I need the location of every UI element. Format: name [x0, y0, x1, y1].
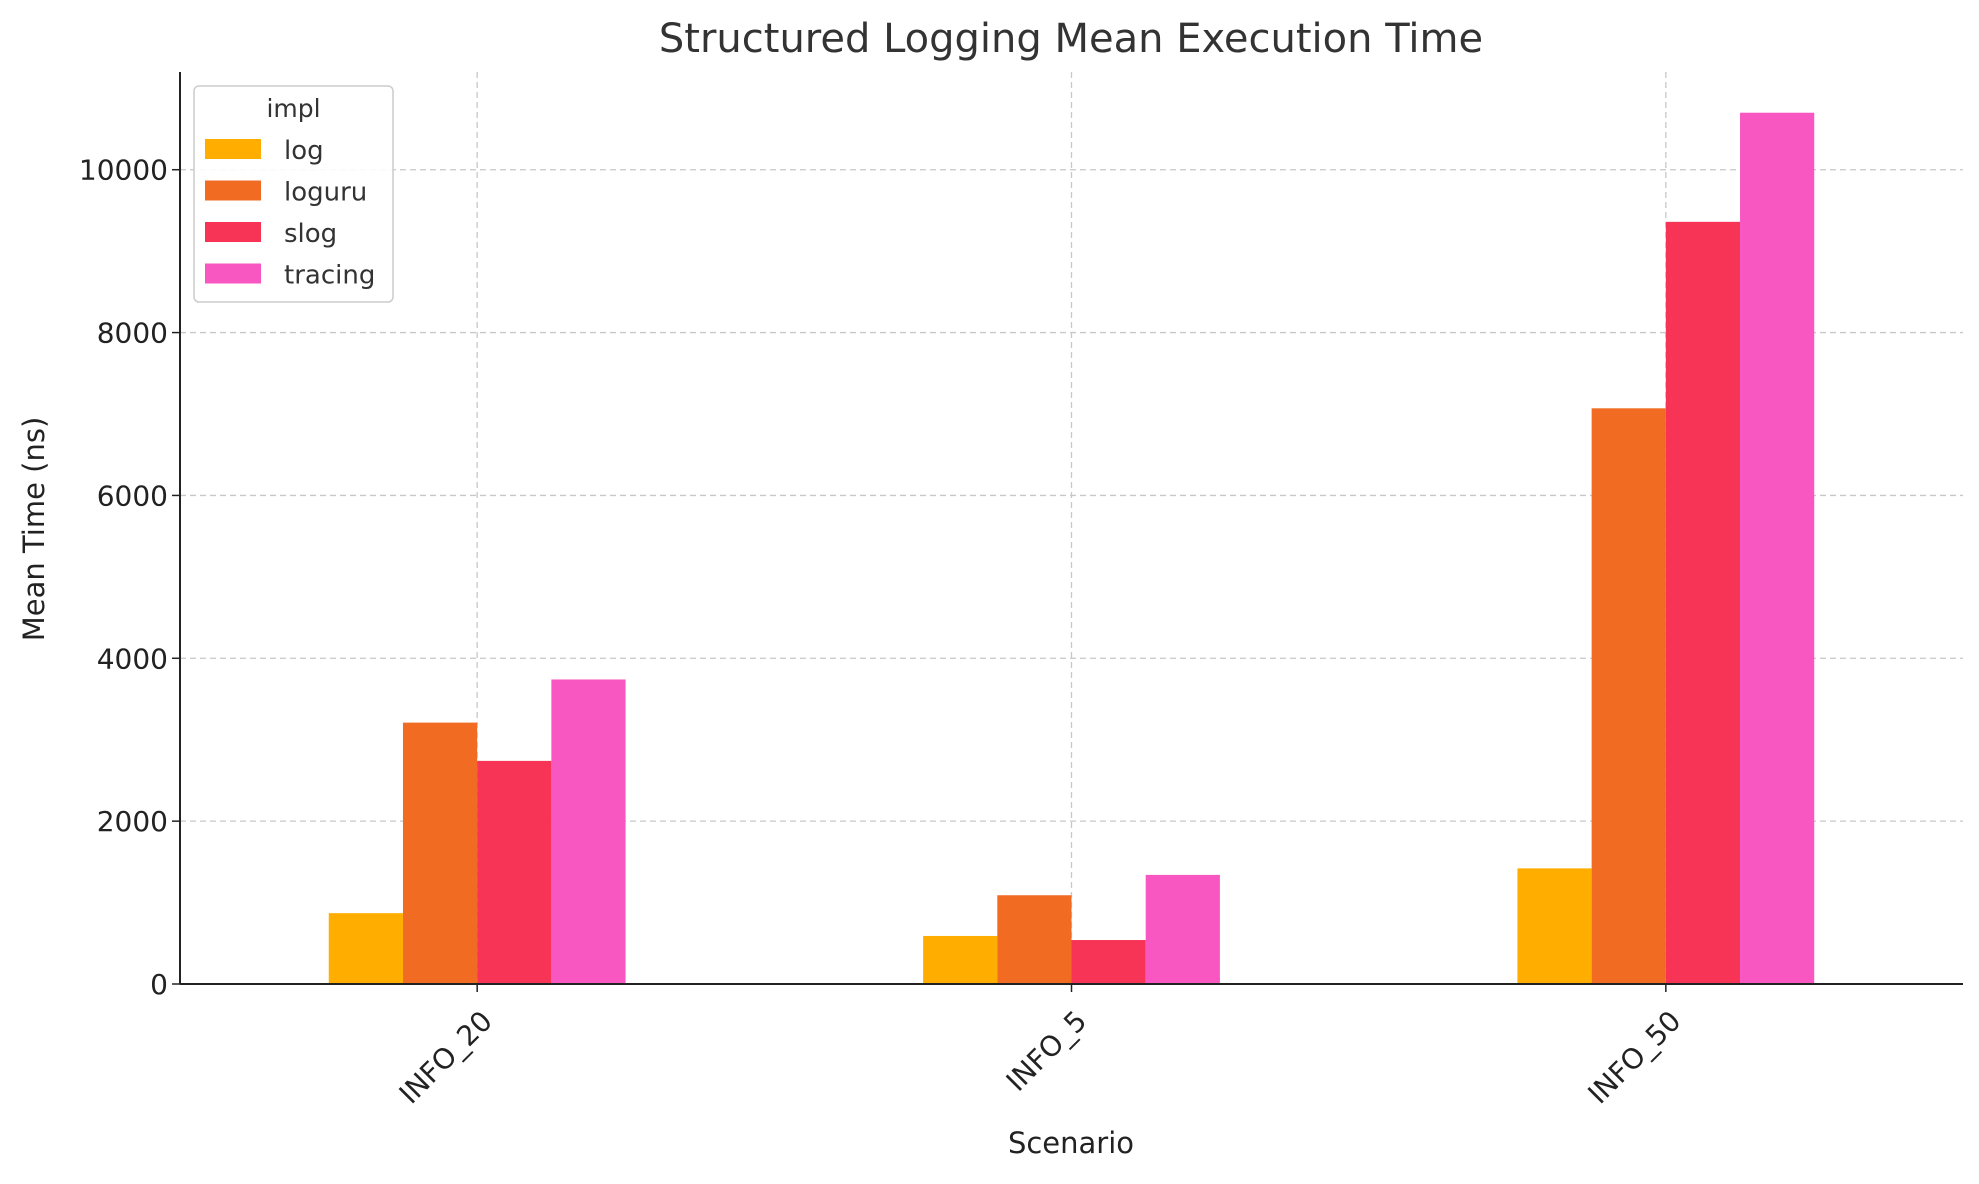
y-axis-label: Mean Time (ns) — [17, 417, 51, 642]
bar-slog-INFO_5 — [1071, 940, 1146, 984]
bar-slog-INFO_20 — [477, 760, 552, 984]
bar-slog-INFO_50 — [1665, 221, 1741, 985]
bar-tracing-INFO_5 — [1145, 874, 1220, 984]
legend-label-loguru: loguru — [284, 178, 367, 208]
legend: impl log loguru slog tracing — [193, 85, 394, 303]
bar-loguru-INFO_5 — [997, 895, 1072, 984]
bar-tracing-INFO_50 — [1740, 112, 1815, 984]
legend-swatch-log — [205, 139, 261, 159]
bar-log-INFO_20 — [328, 913, 403, 984]
legend-label-log: log — [284, 136, 324, 166]
y-tick-label: 8000 — [97, 317, 168, 350]
y-tick-label: 4000 — [97, 642, 168, 675]
legend-items: log loguru slog tracing — [205, 136, 375, 291]
legend-title: impl — [266, 94, 320, 123]
bar-tracing-INFO_20 — [551, 679, 626, 984]
bar-log-INFO_5 — [923, 935, 998, 984]
legend-label-slog: slog — [284, 219, 337, 249]
bar-log-INFO_50 — [1517, 868, 1592, 984]
axes — [172, 72, 1963, 992]
bars — [328, 112, 1815, 985]
legend-swatch-loguru — [205, 180, 261, 201]
x-axis-label: Scenario — [1008, 1126, 1134, 1160]
chart-title: Structured Logging Mean Execution Time — [659, 16, 1483, 62]
legend-swatch-tracing — [205, 263, 261, 284]
y-tick-label: 2000 — [97, 805, 168, 838]
legend-label-tracing: tracing — [284, 261, 375, 291]
bar-loguru-INFO_20 — [402, 722, 478, 984]
legend-swatch-slog — [205, 222, 261, 242]
y-tick-label: 6000 — [97, 479, 168, 512]
y-tick-label: 10000 — [79, 154, 168, 187]
y-tick-label: 0 — [150, 968, 168, 1001]
bar-loguru-INFO_50 — [1591, 408, 1666, 984]
